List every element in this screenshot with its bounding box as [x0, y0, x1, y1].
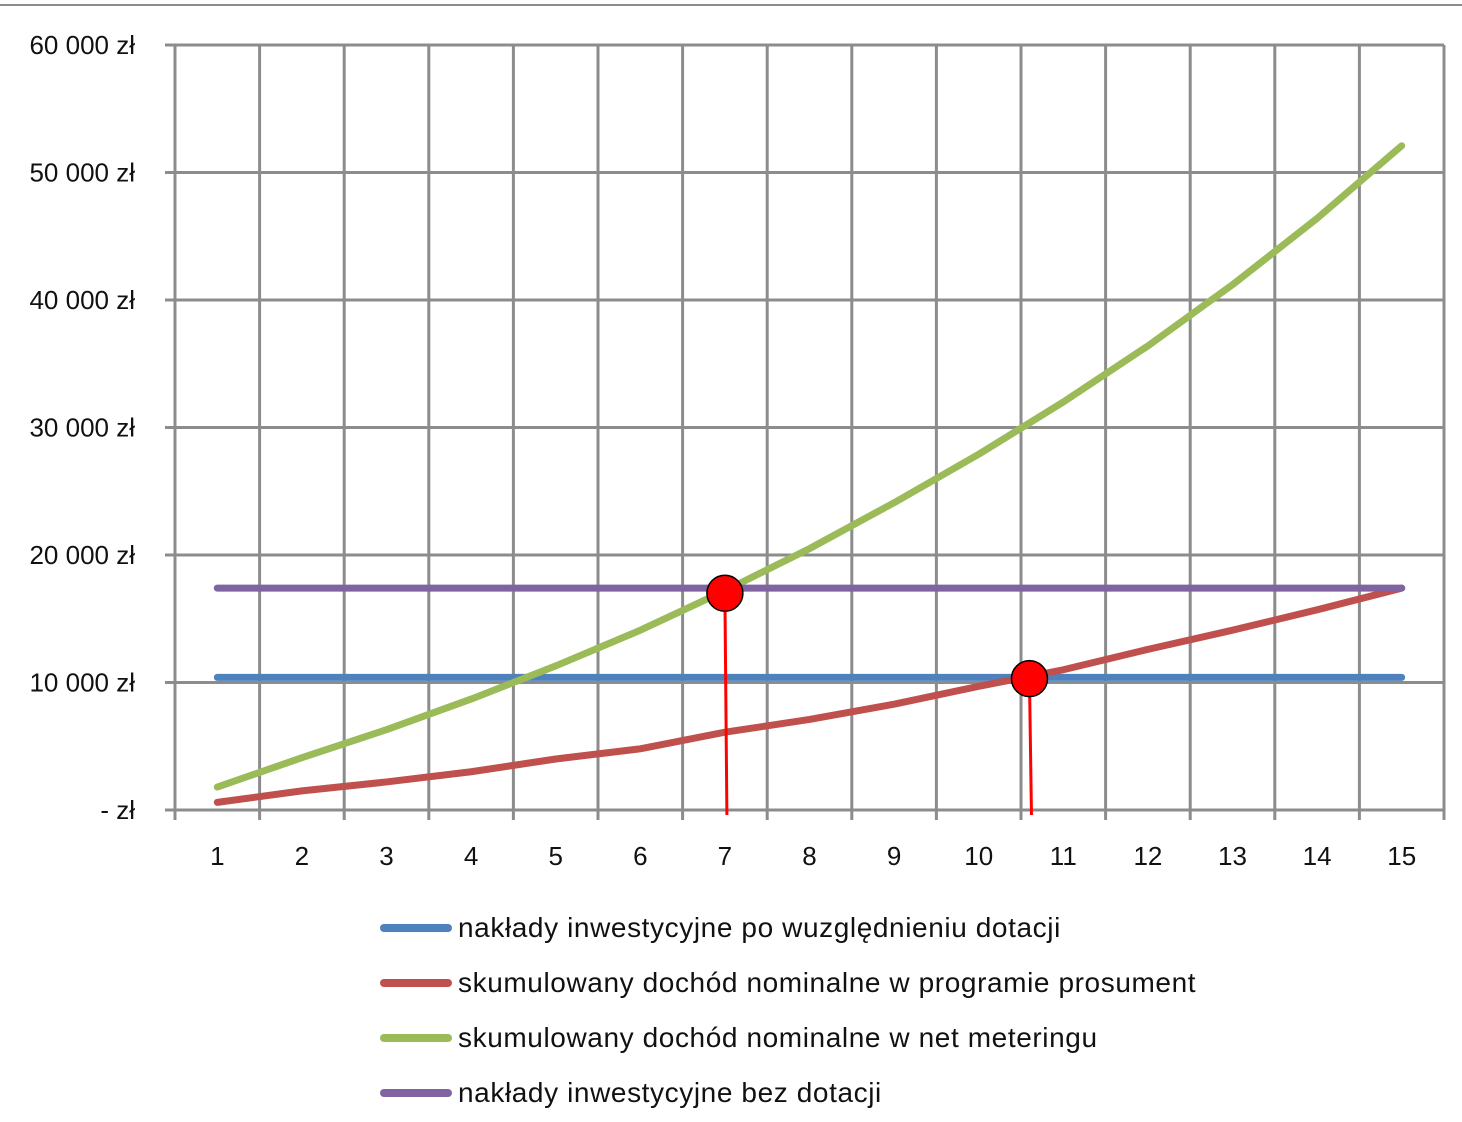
- x-tick-label: 8: [802, 841, 816, 871]
- y-tick-label: 20 000 zł: [29, 540, 135, 570]
- y-tick-label: 50 000 zł: [29, 158, 135, 188]
- legend-item: nakłady inwestycyjne bez dotacji: [380, 1065, 1196, 1120]
- x-tick-label: 13: [1218, 841, 1247, 871]
- marker-point: [706, 574, 744, 612]
- x-tick-label: 7: [718, 841, 732, 871]
- drop-line: [723, 593, 729, 816]
- legend-label: skumulowany dochód nominalne w net meter…: [458, 1021, 1098, 1053]
- x-tick-label: 2: [295, 841, 309, 871]
- x-tick-label: 5: [548, 841, 562, 871]
- legend-item: skumulowany dochód nominalne w programie…: [380, 955, 1196, 1010]
- legend-item: nakłady inwestycyjne po wuzględnieniu do…: [380, 900, 1196, 955]
- x-tick-label: 3: [379, 841, 393, 871]
- x-tick-label: 12: [1133, 841, 1162, 871]
- x-tick-label: 9: [887, 841, 901, 871]
- grid: [165, 43, 1446, 820]
- legend-swatch: [380, 1088, 452, 1097]
- x-tick-label: 6: [633, 841, 647, 871]
- legend-label: nakłady inwestycyjne bez dotacji: [458, 1076, 882, 1108]
- y-tick-label: 30 000 zł: [29, 413, 135, 443]
- x-axis-ticks: 1 2 3 4 5 6 7 8 9 10 11 12 13 14 15: [210, 841, 1416, 871]
- x-tick-label: 14: [1303, 841, 1332, 871]
- marker-point: [1010, 659, 1049, 698]
- x-tick-label: 1: [210, 841, 224, 871]
- legend-label: nakłady inwestycyjne po wuzględnieniu do…: [458, 911, 1061, 943]
- annotations: [706, 574, 1049, 816]
- x-tick-label: 10: [964, 841, 993, 871]
- x-tick-label: 11: [1050, 841, 1077, 871]
- series-lines: [213, 142, 1406, 806]
- legend-swatch: [380, 1033, 452, 1042]
- x-tick-label: 15: [1387, 841, 1416, 871]
- drop-line: [1027, 678, 1033, 816]
- legend-swatch: [380, 978, 452, 987]
- series-line: [213, 142, 1406, 791]
- y-tick-label: 40 000 zł: [29, 285, 135, 315]
- legend-label: skumulowany dochód nominalne w programie…: [458, 966, 1197, 998]
- y-axis-ticks: - zł 10 000 zł 20 000 zł 30 000 zł 40 000 zł…: [29, 30, 135, 825]
- y-tick-label: - zł: [100, 795, 135, 825]
- y-tick-label: 60 000 zł: [29, 30, 135, 60]
- legend-item: skumulowany dochód nominalne w net meter…: [380, 1010, 1196, 1065]
- legend: nakłady inwestycyjne po wuzględnieniu do…: [380, 900, 1196, 1120]
- x-tick-label: 4: [464, 841, 478, 871]
- legend-swatch: [380, 923, 452, 932]
- series-line: [213, 584, 1406, 806]
- y-tick-label: 10 000 zł: [29, 668, 135, 698]
- chart: - zł 10 000 zł 20 000 zł 30 000 zł 40 000 zł…: [0, 4, 1462, 871]
